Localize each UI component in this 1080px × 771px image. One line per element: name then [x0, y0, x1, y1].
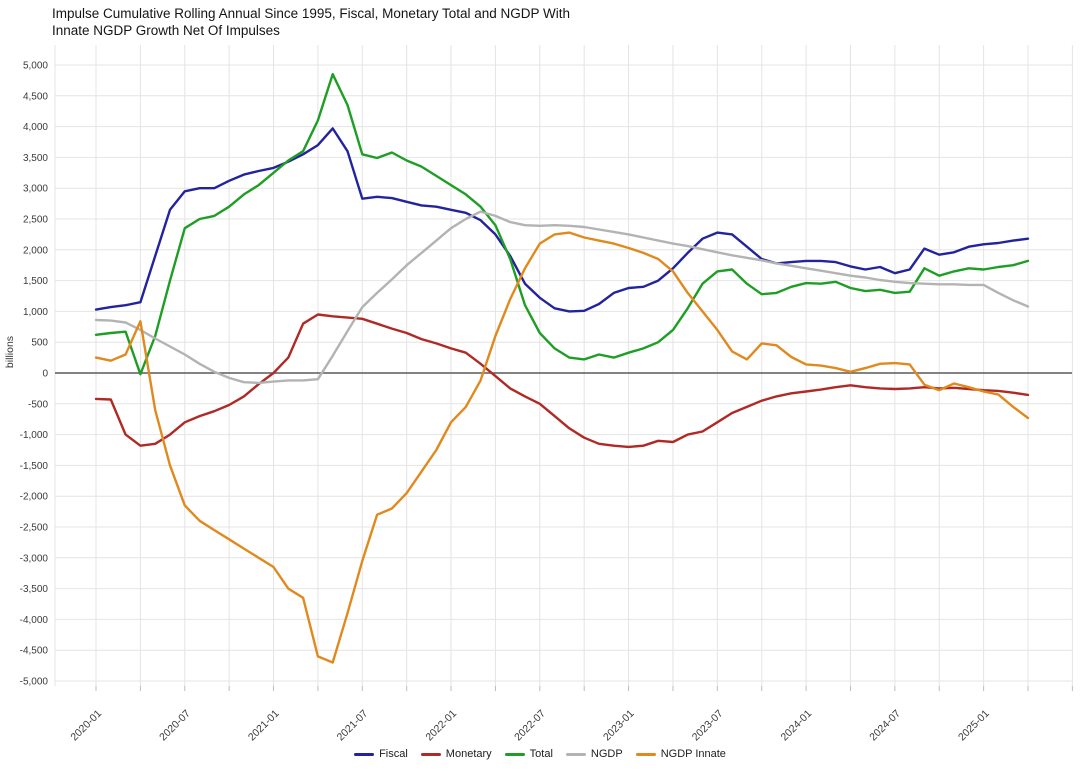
legend-swatch: [420, 752, 441, 756]
legend-label: Monetary: [445, 748, 492, 760]
chart-title: Impulse Cumulative Rolling Annual Since …: [52, 5, 570, 40]
legend-item-ngdp-innate: NGDP Innate: [635, 748, 726, 760]
y-axis-label: billions: [4, 335, 16, 369]
chart-title-line1: Impulse Cumulative Rolling Annual Since …: [52, 6, 571, 21]
x-tick-labels: 2020-01 2020-07 2021-01 2021-07 2022-01 2022-…: [68, 708, 991, 744]
y-tick-label: 4,500: [23, 91, 48, 102]
legend-item-ngdp: NGDP: [565, 748, 623, 760]
y-tick-label: 1,000: [23, 307, 48, 318]
y-tick-label: -1,000: [20, 430, 49, 441]
x-tick-label: 2023-01: [601, 708, 637, 744]
x-tick-marks: [95, 686, 1073, 691]
y-tick-labels: 5,000 4,500 4,000 3,500 3,000 2,500 2,000 1,500…: [20, 61, 49, 688]
y-tick-label: 2,000: [23, 245, 48, 256]
x-tick-label: 2025-01: [956, 708, 992, 744]
y-tick-label: 3,500: [23, 153, 48, 164]
legend-swatch: [504, 752, 525, 756]
legend-swatch: [354, 752, 375, 756]
series-line-ngdp: [94, 210, 1030, 385]
y-tick-label: 5,000: [23, 61, 48, 72]
y-tick-label: -4,500: [20, 646, 49, 657]
y-tick-label: -2,000: [20, 492, 49, 503]
x-tick-label: 2020-07: [157, 708, 193, 744]
series-line-total: [94, 72, 1030, 376]
x-tick-label: 2021-01: [246, 708, 282, 744]
chart-plot: 5,000 4,500 4,000 3,500 3,000 2,500 2,000 1,500…: [20, 45, 1073, 744]
y-tick-label: 500: [31, 338, 48, 349]
legend-label: Total: [529, 748, 553, 760]
legend: Fiscal Monetary Total NGDP NGDP Innate: [0, 748, 1080, 760]
y-tick-label: 1,500: [23, 276, 48, 287]
x-tick-label: 2021-07: [335, 708, 371, 744]
series-line-ngdp-innate: [94, 231, 1030, 664]
x-tick-label: 2024-07: [867, 708, 903, 744]
y-tick-label: -500: [28, 399, 48, 410]
series-lines: [94, 72, 1030, 664]
x-tick-label: 2020-01: [68, 708, 104, 744]
legend-item-total: Total: [504, 748, 553, 760]
x-tick-label: 2023-07: [690, 708, 726, 744]
legend-swatch: [565, 752, 586, 756]
horizontal-gridlines: [55, 64, 1072, 682]
series-line-monetary: [94, 313, 1030, 449]
y-tick-label: -3,500: [20, 584, 49, 595]
y-tick-label: 4,000: [23, 122, 48, 133]
legend-label: NGDP: [590, 748, 623, 760]
y-tick-label: -1,500: [20, 461, 49, 472]
y-tick-label: 3,000: [23, 184, 48, 195]
y-tick-label: 0: [42, 369, 48, 380]
vertical-gridlines: [54, 45, 1073, 686]
chart-title-line2: Innate NGDP Growth Net Of Impulses: [52, 23, 280, 39]
legend-item-fiscal: Fiscal: [354, 748, 408, 760]
legend-label: Fiscal: [379, 748, 408, 760]
y-tick-label: 2,500: [23, 215, 48, 226]
y-tick-label: -3,000: [20, 553, 49, 564]
x-tick-label: 2022-07: [512, 708, 548, 744]
y-tick-label: -4,000: [20, 615, 49, 626]
legend-item-monetary: Monetary: [420, 748, 492, 760]
series-line-fiscal: [94, 127, 1030, 313]
legend-label: NGDP Innate: [660, 748, 726, 760]
x-tick-label: 2022-01: [423, 708, 459, 744]
y-tick-label: -2,500: [20, 523, 49, 534]
y-tick-label: -5,000: [20, 677, 49, 688]
legend-swatch: [635, 752, 656, 756]
x-tick-label: 2024-01: [778, 708, 814, 744]
